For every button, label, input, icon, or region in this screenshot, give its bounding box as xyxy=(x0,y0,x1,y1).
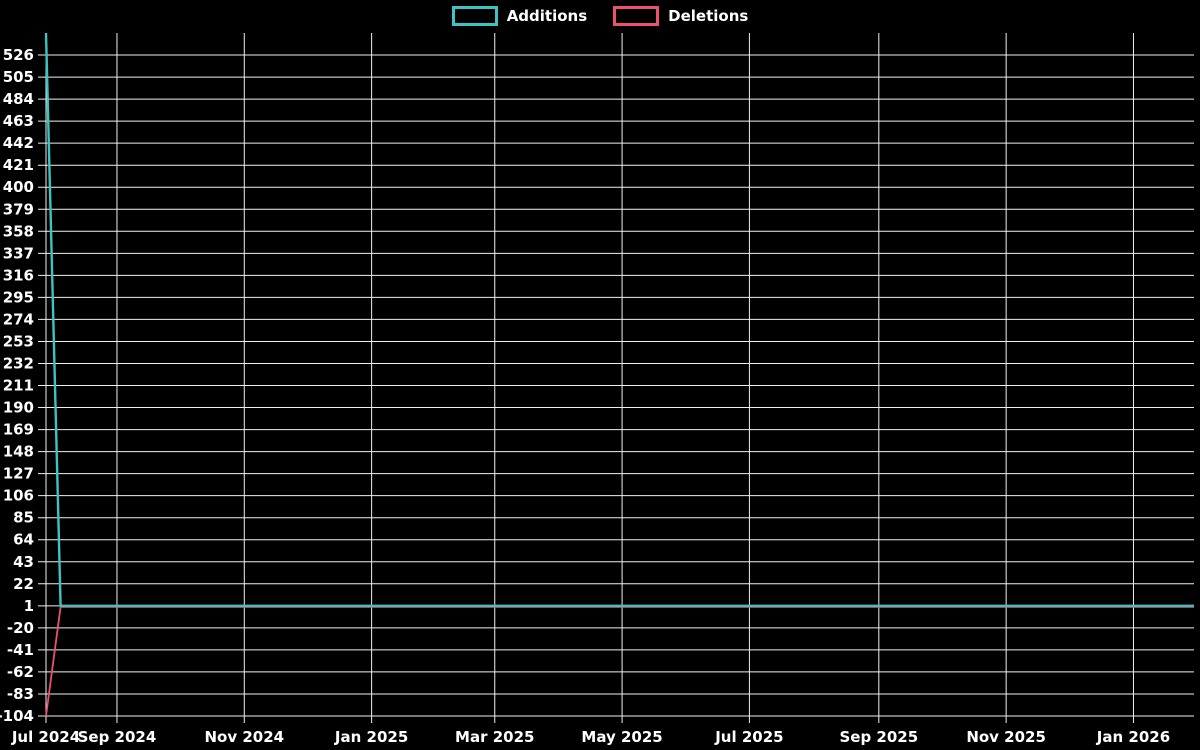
legend-item-deletions[interactable]: Deletions xyxy=(613,6,748,26)
legend-item-additions[interactable]: Additions xyxy=(451,6,588,26)
y-tick-label: 316 xyxy=(3,266,34,284)
y-tick-label: 43 xyxy=(13,553,34,571)
additions-swatch-icon xyxy=(451,6,498,26)
y-tick-label: 232 xyxy=(3,354,34,372)
x-tick-label: May 2025 xyxy=(581,728,662,746)
y-tick-label: 85 xyxy=(13,509,34,527)
x-tick-label: Sep 2025 xyxy=(839,728,918,746)
chart-legend: Additions Deletions xyxy=(0,6,1200,26)
y-tick-label: 358 xyxy=(3,222,34,240)
y-tick-label: -41 xyxy=(7,641,34,659)
y-tick-label: 106 xyxy=(3,487,34,505)
y-tick-label: 1 xyxy=(24,597,34,615)
y-tick-label: -62 xyxy=(7,663,34,681)
y-tick-label: 253 xyxy=(3,332,34,350)
deletions-line xyxy=(45,606,1194,717)
legend-label-additions: Additions xyxy=(506,6,588,25)
y-tick-label: 442 xyxy=(3,134,34,152)
y-tick-label: 421 xyxy=(3,156,34,174)
y-tick-label: 148 xyxy=(3,443,34,461)
y-tick-label: 22 xyxy=(13,575,34,593)
y-tick-label: 526 xyxy=(3,46,34,64)
y-tick-label: 127 xyxy=(3,465,34,483)
additions-line xyxy=(44,32,1194,607)
x-tick-label: Jul 2025 xyxy=(714,728,783,746)
y-tick-label: -83 xyxy=(7,685,34,703)
x-tick-label: Jan 2026 xyxy=(1096,728,1170,746)
y-tick-label: 169 xyxy=(3,421,34,439)
y-tick-label: 337 xyxy=(3,244,34,262)
y-tick-label: 484 xyxy=(3,90,34,108)
y-tick-label: 274 xyxy=(3,310,34,328)
y-tick-label: -104 xyxy=(0,707,34,725)
x-tick-label: Sep 2024 xyxy=(78,728,157,746)
x-tick-label: Mar 2025 xyxy=(455,728,534,746)
y-tick-label: 463 xyxy=(3,112,34,130)
x-tick-label: Nov 2025 xyxy=(966,728,1046,746)
deletions-swatch-icon xyxy=(613,6,660,26)
y-tick-label: 211 xyxy=(3,377,34,395)
y-tick-label: 190 xyxy=(3,399,34,417)
x-tick-label: Jul 2024 xyxy=(11,728,80,746)
y-tick-label: 400 xyxy=(3,178,34,196)
y-tick-label: 64 xyxy=(13,531,34,549)
x-tick-label: Nov 2024 xyxy=(204,728,284,746)
y-tick-label: 379 xyxy=(3,200,34,218)
legend-label-deletions: Deletions xyxy=(668,6,749,25)
y-tick-label: 295 xyxy=(3,288,34,306)
y-tick-label: -20 xyxy=(7,619,34,637)
x-tick-label: Jan 2025 xyxy=(334,728,408,746)
y-tick-label: 505 xyxy=(3,68,34,86)
